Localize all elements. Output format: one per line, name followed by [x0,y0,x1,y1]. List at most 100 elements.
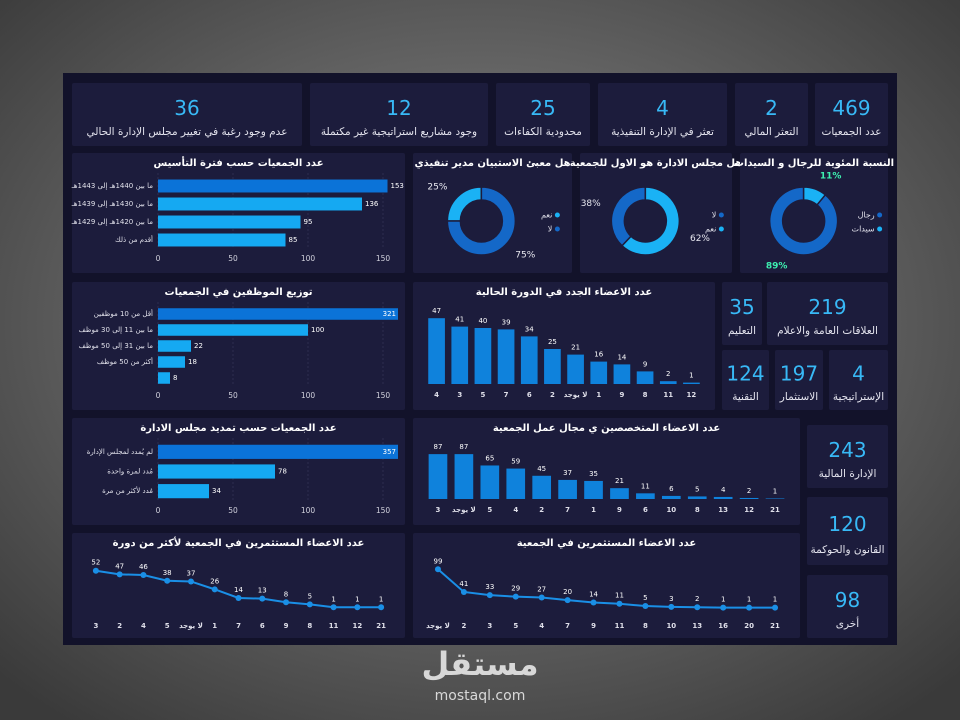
category-label: ما بين 1420هـ إلى 1429هـ [71,218,153,226]
bar [428,318,445,384]
value-label: 13 [258,587,267,595]
value-label: 25 [548,338,557,346]
kpi-label: القانون والحوكمة [810,544,884,556]
value-label: 37 [563,469,572,477]
bar [636,493,655,499]
point [235,594,242,601]
category-label: مُدد لأكثر من مرة [102,486,153,495]
value-label: 21 [615,477,624,485]
chart-title: هل مجلس الادارة هو الاول للجمعية [570,158,743,169]
category-label: 5 [487,506,492,514]
value-label: 78 [278,468,287,476]
value-label: 5 [643,594,647,602]
value-label: 1 [721,596,725,604]
value-label: 1 [773,596,777,604]
value-label: 357 [383,448,396,456]
legend-label: نعم [705,225,716,234]
point [616,600,623,607]
value-label: 37 [187,569,196,577]
kpi-label: التعليم [728,325,756,337]
value-label: 34 [525,325,534,333]
chart-title: عدد الاعضاء المستثمرين في الجمعية لأكثر … [113,536,365,549]
category-label: 11 [329,622,339,630]
bar [544,349,561,384]
category-label: 12 [744,506,754,514]
value-label: 87 [459,443,468,451]
point [564,597,571,604]
bar [683,382,700,384]
kpi-value: 25 [530,96,555,120]
kpi-value: 124 [726,362,764,386]
point [538,594,545,601]
bar [454,454,474,499]
category-label: 5 [480,391,485,399]
x-tick-label: 100 [301,506,316,515]
value-label: 41 [459,580,468,588]
bar [158,179,388,193]
bar [659,381,677,384]
category-label: 2 [539,506,544,514]
value-label: 100 [311,326,324,334]
category-label: 4 [141,622,146,630]
category-label: 8 [307,622,312,630]
x-tick-label: 100 [301,254,316,263]
value-label: 35 [589,470,598,478]
value-label: 1 [331,595,335,603]
category-label: لا يوجد [179,622,203,630]
category-label: ما بين 31 إلى 50 موظف [79,342,154,350]
category-label: 9 [591,622,596,630]
value-label: 39 [502,318,511,326]
kpi-label: محدودية الكفاءات [504,126,582,138]
point [720,604,727,611]
chart-title: توزيع الموظفين في الجمعيات [165,287,313,298]
value-label: 29 [511,585,520,593]
kpi-value: 12 [386,96,411,120]
legend-label: رجال [858,211,875,220]
value-label: 153 [391,182,404,190]
kpi-label: الاستثمار [779,391,818,403]
bar [739,497,759,499]
category-label: ما بين 11 إلى 30 موظف [79,326,154,334]
bar [451,326,469,384]
point [746,604,753,611]
value-label: 59 [511,458,520,466]
category-label: لا يوجد [452,506,476,514]
legend-swatch [718,212,724,218]
value-label: 21 [571,344,580,352]
category-label: 3 [457,391,462,399]
value-label: 5 [308,592,312,600]
point [306,601,313,608]
value-label: 8 [284,590,288,598]
value-label: 33 [485,583,494,591]
category-label: 6 [527,391,532,399]
bar [158,484,209,499]
category-label: 1 [596,391,601,399]
category-label: 12 [687,391,697,399]
kpi-value: 4 [656,96,669,120]
value-label: 5 [695,485,699,493]
value-label: 1 [747,596,751,604]
kpi-label: العلاقات العامة والاعلام [777,325,878,337]
value-label: 99 [434,557,443,565]
category-label: 6 [643,506,648,514]
category-label: 9 [619,391,624,399]
point [590,599,597,606]
value-label: 38 [163,569,172,577]
point [140,572,147,579]
legend-swatch [554,212,560,218]
value-label: 65 [485,454,494,462]
x-tick-label: 150 [376,506,391,515]
value-label: 45 [537,465,546,473]
category-label: ما بين 1440هـ إلى 1443هـ [71,182,153,190]
value-label: 87 [434,443,443,451]
category-label: 10 [666,506,676,514]
value-label: 4 [721,486,726,494]
bar [661,495,681,499]
category-label: 7 [565,622,570,630]
bar [158,324,308,336]
value-label: 1 [355,595,359,603]
x-tick-label: 0 [156,254,161,263]
value-label: 1 [689,372,693,380]
kpi-value: 4 [852,362,865,386]
kpi-value: 2 [765,96,778,120]
